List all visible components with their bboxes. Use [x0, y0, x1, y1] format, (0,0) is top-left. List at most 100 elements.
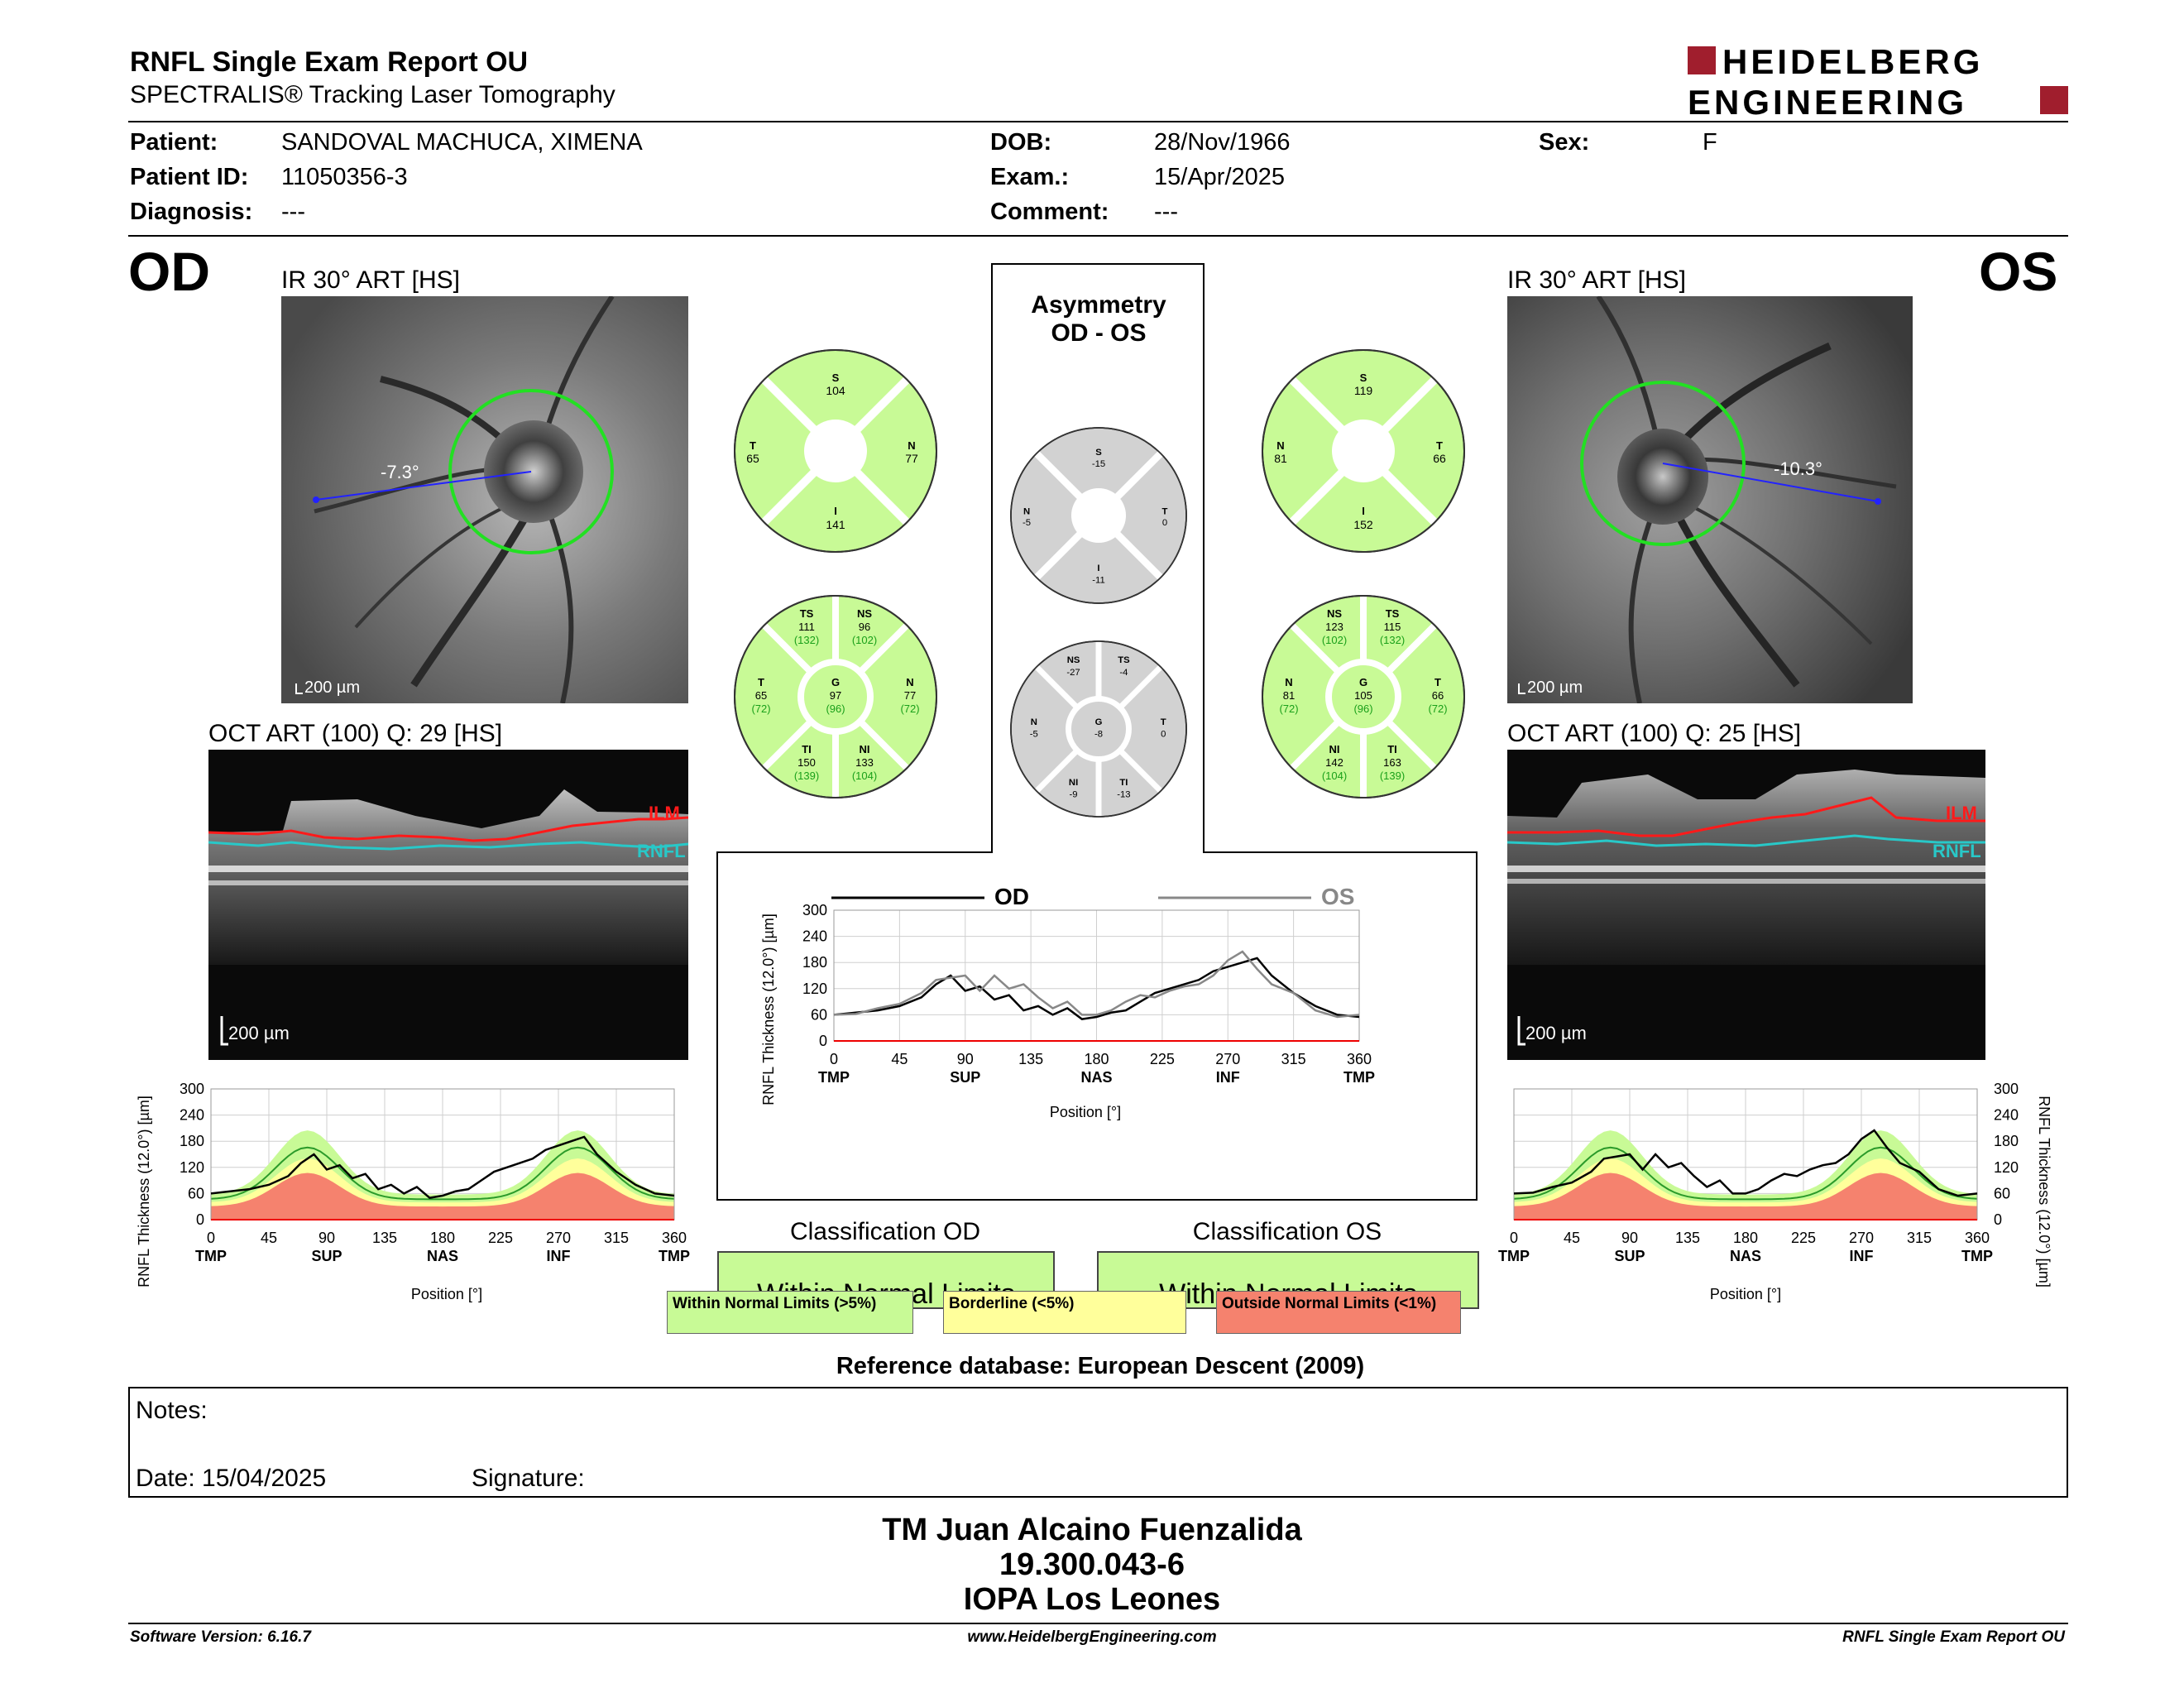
quad-center — [804, 420, 867, 482]
asymmetry-quadrant-circle: S -15 N -5 T 0 I -11 — [1010, 427, 1187, 604]
region-label: TMP — [1343, 1069, 1375, 1086]
quad-divider — [761, 376, 818, 434]
y-tick-label: 180 — [802, 954, 827, 971]
y-tick-label: 60 — [188, 1185, 204, 1201]
asym-sect-ts: -4 — [1119, 668, 1128, 678]
region-label: TMP — [659, 1248, 690, 1264]
od-sect-g-ref: (96) — [826, 703, 845, 715]
y-tick-label: 60 — [811, 1006, 827, 1023]
quad-divider — [1381, 468, 1438, 525]
quad-center — [1332, 420, 1395, 482]
y-tick-label: 240 — [802, 928, 827, 945]
sect-center — [797, 659, 874, 735]
svg-text:N: N — [1285, 676, 1292, 688]
svg-text:T: T — [1161, 717, 1166, 727]
comb-chart-xlabel: Position [°] — [1050, 1104, 1121, 1120]
x-tick-label: 180 — [1084, 1051, 1109, 1067]
x-tick-label: 225 — [1791, 1230, 1816, 1246]
asym-sect-ns: -27 — [1066, 668, 1080, 678]
notes-label: Notes: — [136, 1397, 208, 1424]
sect-divider — [761, 622, 812, 674]
sex: F — [1703, 129, 1717, 156]
svg-text:TI: TI — [1387, 743, 1397, 755]
od-oct-scale: 200 µm — [228, 1023, 290, 1043]
svg-text:TS: TS — [1118, 655, 1130, 665]
series-line-od — [833, 957, 1360, 1020]
os-ir-scale: 200 µm — [1527, 679, 1583, 697]
notes-signature-label: Signature: — [472, 1465, 585, 1492]
quad-divider — [1033, 450, 1083, 500]
signature-institution: IOPA Los Leones — [963, 1582, 1221, 1617]
x-tick-label: 270 — [546, 1230, 571, 1246]
x-tick-label: 360 — [1965, 1230, 1990, 1246]
svg-text:I: I — [834, 505, 837, 517]
svg-text:N: N — [1276, 439, 1284, 452]
signature-id: 19.300.043-6 — [999, 1547, 1185, 1582]
asym-quad-n: -5 — [1023, 518, 1031, 528]
quad-divider — [1289, 468, 1346, 525]
svg-text:S: S — [1360, 372, 1367, 384]
asymmetry-title-line1: Asymmetry — [1031, 291, 1166, 319]
os-oct-image: ILM RNFL 200 µm — [1507, 750, 1985, 1060]
od-sect-n-ref: (72) — [900, 703, 919, 715]
quad-center — [1070, 487, 1127, 544]
os-oct-caption: OCT ART (100) Q: 25 [HS] — [1507, 720, 1802, 747]
y-tick-label: 240 — [180, 1107, 204, 1124]
quad-divider — [761, 468, 818, 525]
svg-text:NS: NS — [1327, 607, 1342, 620]
sect-divider — [1118, 749, 1163, 794]
os-fundus-image: -10.3° 200 µm — [1507, 296, 1913, 703]
combined-rnfl-chart: OD OS 0 60 120 180 240 300 0 45 90 135 180 225 270 31… — [760, 884, 1375, 1120]
od-quad-n: 77 — [905, 452, 918, 465]
exam-date: 15/Apr/2025 — [1154, 164, 1286, 190]
svg-text:NS: NS — [857, 607, 872, 620]
svg-text:NI: NI — [1069, 778, 1078, 788]
x-tick-label: 90 — [957, 1051, 974, 1067]
os-quad-n: 81 — [1274, 452, 1287, 465]
sect-divider — [761, 720, 812, 771]
os-angle-label: -10.3° — [1774, 458, 1822, 479]
od-oct-caption: OCT ART (100) Q: 29 [HS] — [208, 720, 503, 747]
norm-band — [1514, 1172, 1977, 1220]
footer-report-name: RNFL Single Exam Report OU — [1842, 1628, 2065, 1646]
od-sect-ns: 96 — [859, 621, 870, 633]
os-rnfl-profile-chart: 0 60 120 180 240 300 0 45 90 135 180 225 270 315 360 TM… — [1498, 1081, 2052, 1302]
os-sect-t: 66 — [1432, 689, 1444, 702]
y-tick-label: 180 — [1994, 1133, 2019, 1149]
y-tick-label: 0 — [1994, 1211, 2002, 1228]
od-chart-ylabel: RNFL Thickness (12.0°) [µm] — [136, 1096, 152, 1288]
os-sect-g: 105 — [1354, 689, 1372, 702]
od-ir-scale: 200 µm — [304, 679, 360, 697]
quad-divider — [853, 376, 910, 434]
svg-text:TS: TS — [1386, 607, 1400, 620]
os-sect-ti: 163 — [1383, 756, 1401, 769]
svg-text:NS: NS — [1067, 655, 1080, 665]
report-title: RNFL Single Exam Report OU — [130, 46, 529, 78]
series-line-os — [1513, 1129, 1978, 1197]
os-oct-scale: 200 µm — [1525, 1023, 1587, 1043]
od-angle-label: -7.3° — [381, 462, 419, 482]
od-quad-s: 104 — [826, 384, 845, 397]
quad-divider — [853, 468, 910, 525]
x-tick-label: 90 — [318, 1230, 335, 1246]
asym-quad-i: -11 — [1092, 576, 1104, 586]
svg-text:TI: TI — [802, 743, 812, 755]
region-label: SUP — [1614, 1248, 1645, 1264]
y-tick-label: 120 — [802, 981, 827, 997]
sect-divider — [1387, 720, 1438, 771]
region-label: SUP — [950, 1069, 980, 1086]
os-sect-ni: 142 — [1325, 756, 1343, 769]
svg-text:S: S — [1095, 448, 1102, 458]
logo-line1: HEIDELBERG — [1722, 43, 1983, 81]
x-tick-label: 0 — [207, 1230, 215, 1246]
od-sect-ti: 150 — [797, 756, 816, 769]
svg-text:T: T — [1436, 439, 1443, 452]
reference-database: Reference database: European Descent (20… — [836, 1353, 1365, 1379]
region-label: TMP — [1498, 1248, 1530, 1264]
od-sect-t-ref: (72) — [751, 703, 770, 715]
od-sect-ns-ref: (102) — [852, 634, 877, 646]
sect-divider — [1034, 749, 1079, 794]
svg-text:N: N — [906, 676, 913, 688]
x-tick-label: 0 — [830, 1051, 838, 1067]
od-sect-ts: 111 — [798, 621, 815, 633]
